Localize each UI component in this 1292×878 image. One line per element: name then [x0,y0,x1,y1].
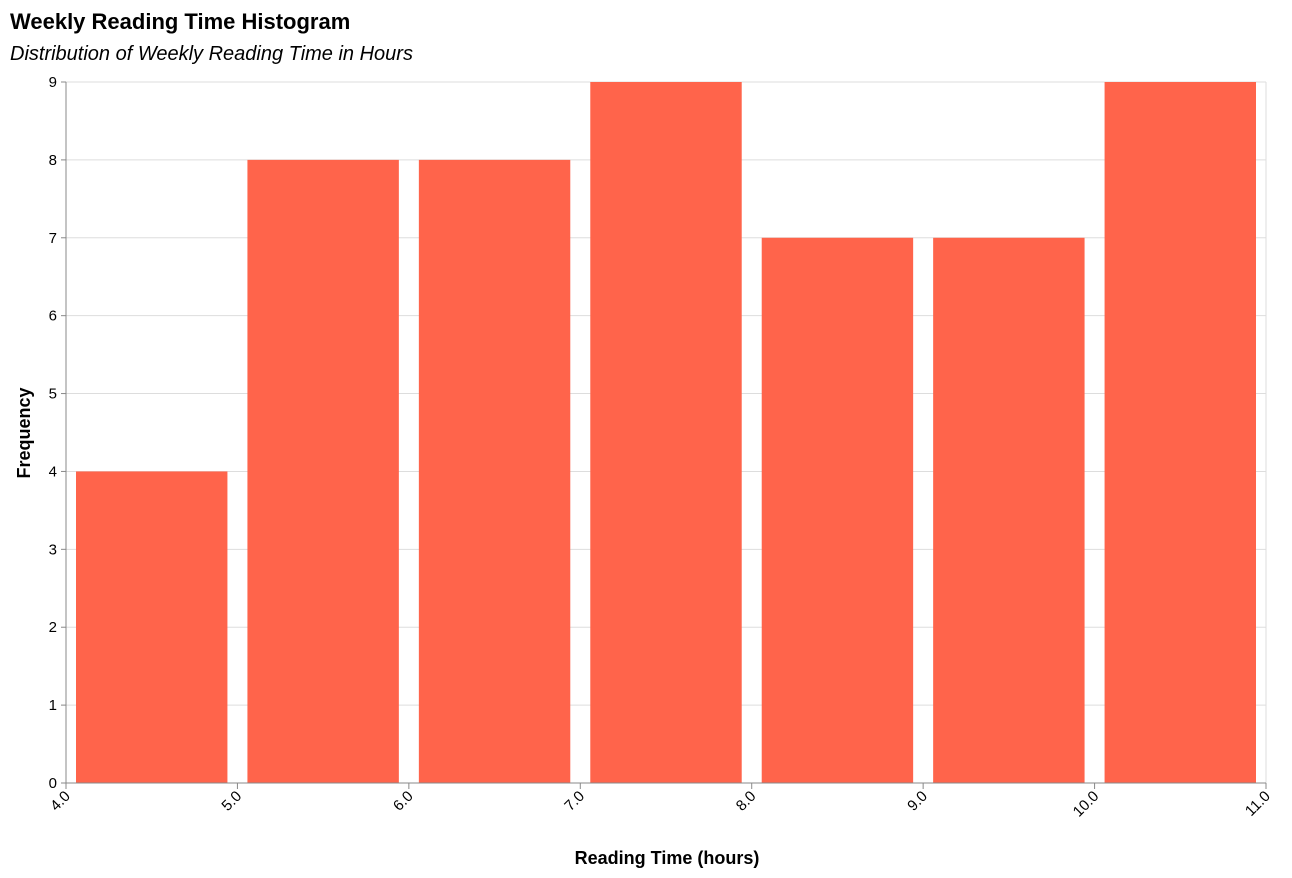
y-tick-label: 2 [49,619,57,636]
x-tick-label: 8.0 [733,788,760,815]
histogram-bar [590,82,742,783]
chart-title: Weekly Reading Time Histogram [10,9,350,34]
x-tick-label: 11.0 [1242,788,1274,820]
y-tick-label: 8 [49,152,57,169]
y-axis-title: Frequency [14,387,34,478]
y-tick-label: 4 [49,463,57,480]
y-tick-label: 0 [49,775,57,792]
y-tick-label: 6 [49,308,57,325]
x-tick-label: 10.0 [1070,788,1103,821]
x-tick-label: 5.0 [218,788,245,815]
x-tick-label: 6.0 [390,788,417,815]
y-tick-label: 7 [49,230,57,247]
y-tick-label: 5 [49,386,57,403]
x-axis-title: Reading Time (hours) [575,848,760,868]
y-tick-label: 3 [49,541,57,558]
axes [65,82,1266,784]
histogram-bar [761,237,914,783]
y-axis-ticks: 0 1 2 3 4 5 6 7 8 9 [49,74,66,792]
bars [76,82,1256,783]
y-tick-label: 9 [49,74,57,91]
histogram-bar [418,159,571,783]
x-tick-label: 9.0 [904,788,931,815]
chart-subtitle: Distribution of Weekly Reading Time in H… [10,43,413,65]
x-axis-ticks: 4.0 5.0 6.0 7.0 8.0 9.0 10.0 11.0 [47,783,1274,820]
histogram-bar [76,471,228,783]
x-tick-label: 7.0 [561,788,588,815]
y-tick-label: 1 [49,697,57,714]
histogram-bar [247,159,399,783]
histogram-bar [933,237,1085,783]
histogram-bar [1104,82,1256,783]
